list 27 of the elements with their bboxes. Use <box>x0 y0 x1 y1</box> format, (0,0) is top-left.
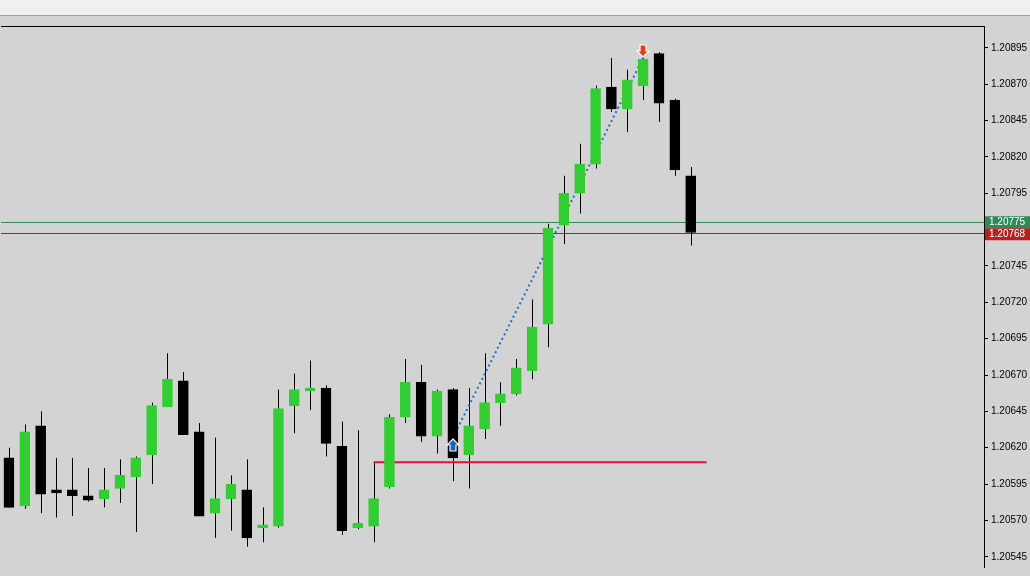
y-tick-label: 1.20595 <box>991 477 1028 489</box>
y-tick-label: 1.20795 <box>991 186 1028 198</box>
candlestick <box>225 474 237 532</box>
y-tick-label: 1.20895 <box>991 41 1028 53</box>
candlestick <box>114 458 126 504</box>
y-tick-label: 1.20845 <box>991 114 1028 126</box>
y-tick-label: 1.20745 <box>991 259 1028 271</box>
ref-line-label: 1.20775 <box>989 216 1026 228</box>
y-tick-label: 1.20620 <box>991 441 1028 453</box>
y-tick-label: 1.20870 <box>991 77 1028 89</box>
y-tick-label: 1.20670 <box>991 368 1028 380</box>
y-tick-label: 1.20645 <box>991 405 1028 417</box>
y-tick-label: 1.20570 <box>991 514 1028 526</box>
candlestick <box>130 455 142 533</box>
y-tick-label: 1.20695 <box>991 332 1028 344</box>
candlestick <box>82 467 94 503</box>
candlestick <box>257 506 268 543</box>
candlestick <box>209 437 221 539</box>
y-tick-label: 1.20545 <box>991 550 1028 562</box>
y-tick-label: 1.20820 <box>991 150 1028 162</box>
candlestick <box>606 57 617 113</box>
candlestick <box>352 429 364 530</box>
candlestick <box>67 457 78 517</box>
y-tick-label: 1.20720 <box>991 296 1028 308</box>
ref-line-label: 1.20768 <box>989 228 1026 240</box>
candlestick <box>288 373 300 434</box>
candlestick <box>495 381 506 427</box>
